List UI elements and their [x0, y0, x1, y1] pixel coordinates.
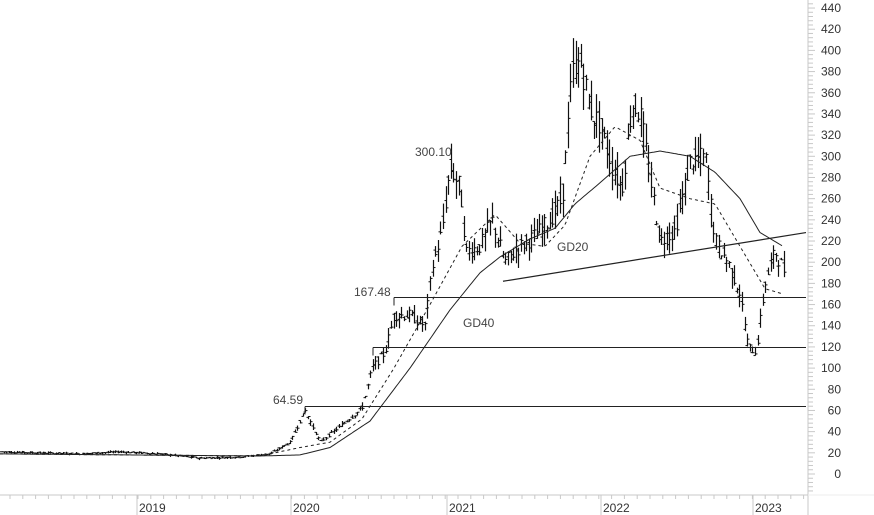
- y-tick-label: 260: [821, 192, 841, 206]
- y-tick-label: 0: [834, 467, 841, 481]
- annotation-label: 167.48: [354, 285, 391, 299]
- support-resistance-lines: [304, 297, 806, 415]
- x-tick-label: 2021: [449, 501, 476, 515]
- trendline: [502, 231, 807, 282]
- annotation-label: GD20: [557, 240, 589, 254]
- y-tick-label: 360: [821, 86, 841, 100]
- y-tick-label: 120: [821, 340, 841, 354]
- annotation-label: GD40: [463, 316, 495, 330]
- y-tick-label: 380: [821, 65, 841, 79]
- y-tick-label: 140: [821, 319, 841, 333]
- annotation-label: 64.59: [273, 393, 303, 407]
- y-tick-label: 340: [821, 107, 841, 121]
- x-axis: 2019 2020 2021 2022 2023: [0, 494, 874, 515]
- y-tick-label: 420: [821, 22, 841, 36]
- x-tick-label: 2020: [293, 501, 320, 515]
- y-tick-label: 320: [821, 128, 841, 142]
- annotation-label: 300.10: [415, 145, 452, 159]
- y-tick-label: 220: [821, 234, 841, 248]
- y-tick-label: 300: [821, 149, 841, 163]
- annotations: 64.59 167.48 300.10 GD20 GD40: [273, 145, 589, 407]
- y-tick-label: 60: [828, 403, 842, 417]
- y-tick-label: 40: [828, 425, 842, 439]
- y-tick-label: 240: [821, 213, 841, 227]
- x-tick-label: 2022: [603, 501, 630, 515]
- y-tick-label: 20: [828, 446, 842, 460]
- x-tick-label: 2023: [755, 501, 782, 515]
- rising-trendline: [502, 231, 807, 282]
- gd20-moving-average-line: [0, 126, 783, 457]
- y-tick-label: 440: [821, 1, 841, 15]
- y-tick-label: 180: [821, 276, 841, 290]
- y-tick-label: 160: [821, 298, 841, 312]
- y-tick-label: 80: [828, 382, 842, 396]
- y-axis: 0 20 40 60 80 100 120 140 160 180 200 220 240 260 280 3…: [807, 0, 842, 515]
- gd40-moving-average-line: [0, 150, 783, 457]
- x-tick-label: 2019: [139, 501, 166, 515]
- y-tick-label: 400: [821, 43, 841, 57]
- price-bars: [0, 38, 787, 461]
- y-tick-label: 100: [821, 361, 841, 375]
- y-tick-label: 280: [821, 170, 841, 184]
- y-tick-label: 200: [821, 255, 841, 269]
